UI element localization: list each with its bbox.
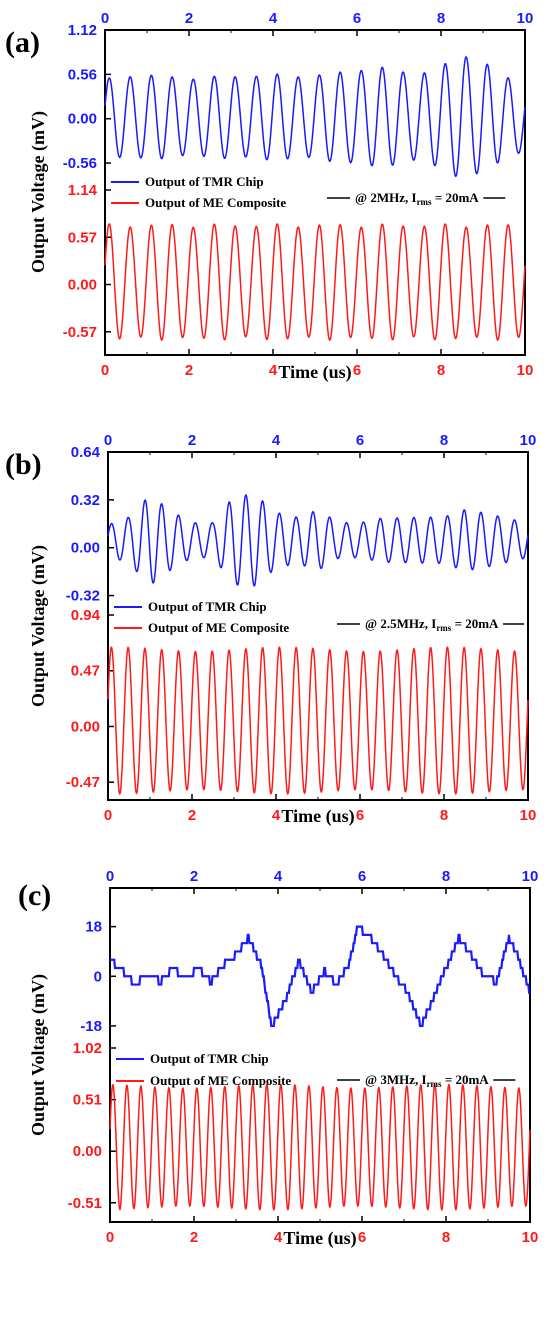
x-tick-label-bottom: 4 (274, 1229, 283, 1246)
x-axis-title: Time (us) (278, 362, 351, 383)
x-tick-label-bottom: 8 (442, 1229, 450, 1246)
y-tick-label: 0.00 (68, 277, 97, 294)
x-tick-label-top: 8 (442, 868, 450, 885)
y-tick-label: 18 (85, 919, 102, 936)
legend-entry: Output of TMR Chip (148, 599, 267, 614)
x-tick-label-top: 4 (272, 432, 281, 449)
frequency-note: @ 2MHz, Irms = 20mA (355, 190, 479, 207)
x-tick-label-bottom: 6 (356, 807, 364, 824)
x-tick-label-top: 10 (520, 432, 537, 449)
y-tick-label: 0.47 (71, 663, 100, 680)
y-axis-title: Output Voltage (mV) (28, 545, 49, 707)
y-tick-label: 0.56 (68, 66, 97, 83)
y-tick-label: -0.57 (63, 324, 97, 341)
y-tick-label: 0.64 (71, 444, 101, 461)
series-line-me (109, 1083, 531, 1212)
y-tick-label: 0.00 (71, 540, 100, 557)
x-tick-label-top: 6 (353, 10, 361, 27)
series-line-tmr (104, 56, 526, 178)
x-tick-label-bottom: 4 (272, 807, 281, 824)
x-tick-label-top: 2 (190, 868, 198, 885)
legend-entry: Output of ME Composite (145, 195, 286, 210)
y-tick-label: -0.51 (68, 1195, 102, 1212)
x-tick-label-bottom: 6 (358, 1229, 366, 1246)
panel-label: (b) (5, 448, 42, 481)
x-tick-label-bottom: 0 (106, 1229, 114, 1246)
x-tick-label-bottom: 10 (520, 807, 537, 824)
x-tick-label-bottom: 2 (185, 362, 193, 379)
x-tick-label-top: 8 (440, 432, 448, 449)
series-line-tmr (107, 494, 529, 587)
frequency-note: @ 2.5MHz, Irms = 20mA (365, 616, 499, 633)
x-tick-label-top: 2 (185, 10, 193, 27)
y-axis-title: Output Voltage (mV) (28, 974, 49, 1136)
series-line-tmr (110, 925, 531, 1028)
x-tick-label-top: 0 (101, 10, 109, 27)
x-tick-label-top: 4 (274, 868, 283, 885)
panel-label: (a) (5, 26, 40, 59)
x-tick-label-bottom: 10 (522, 1229, 539, 1246)
series-line-me (107, 646, 529, 795)
x-tick-label-bottom: 6 (353, 362, 361, 379)
x-tick-label-top: 4 (269, 10, 278, 27)
y-tick-label: 0.32 (71, 492, 100, 509)
y-tick-label: 0.00 (73, 1143, 102, 1160)
y-axis-title: Output Voltage (mV) (28, 111, 49, 273)
legend-entry: Output of TMR Chip (150, 1051, 269, 1066)
x-tick-label-bottom: 4 (269, 362, 278, 379)
x-tick-label-bottom: 0 (104, 807, 112, 824)
x-tick-label-top: 6 (358, 868, 366, 885)
y-tick-label: 0 (94, 968, 102, 985)
x-tick-label-bottom: 2 (188, 807, 196, 824)
y-tick-label: 0.94 (71, 607, 101, 624)
x-tick-label-top: 0 (106, 868, 114, 885)
y-tick-label: 0.00 (71, 718, 100, 735)
series-line-me (104, 223, 526, 342)
chart-panel-1: (a) 0 0 2 2 4 4 6 6 8 8 10 10 Time (us) Output Voltage… (5, 10, 533, 383)
y-tick-label: -0.47 (66, 774, 100, 791)
x-tick-label-bottom: 8 (440, 807, 448, 824)
x-tick-label-bottom: 10 (517, 362, 534, 379)
x-tick-label-bottom: 8 (437, 362, 445, 379)
x-tick-label-top: 8 (437, 10, 445, 27)
y-tick-label: 1.14 (68, 182, 98, 199)
legend-entry: Output of TMR Chip (145, 174, 264, 189)
panel-label: (c) (18, 879, 51, 912)
x-axis-title: Time (us) (281, 806, 354, 827)
y-tick-label: -0.32 (66, 588, 100, 605)
frequency-note: @ 3MHz, Irms = 20mA (365, 1072, 489, 1089)
x-axis-title: Time (us) (283, 1228, 356, 1249)
x-tick-label-bottom: 2 (190, 1229, 198, 1246)
x-tick-label-top: 10 (522, 868, 539, 885)
y-tick-label: -0.56 (63, 155, 97, 172)
y-tick-label: 1.02 (73, 1040, 102, 1057)
x-tick-label-top: 10 (517, 10, 534, 27)
legend-entry: Output of ME Composite (150, 1073, 291, 1088)
chart-panel-2: (b) 0 0 2 2 4 4 6 6 8 8 10 10 Time (us) Output Voltage… (5, 432, 536, 827)
x-tick-label-top: 0 (104, 432, 112, 449)
chart-panel-3: (c) 0 0 2 2 4 4 6 6 8 8 10 10 Time (us) Output Voltage… (18, 868, 538, 1249)
y-tick-label: 0.57 (68, 229, 97, 246)
y-tick-label: 0.51 (73, 1092, 102, 1109)
y-tick-label: 1.12 (68, 22, 97, 39)
x-tick-label-top: 2 (188, 432, 196, 449)
x-tick-label-top: 6 (356, 432, 364, 449)
y-tick-label: -18 (80, 1018, 102, 1035)
y-tick-label: 0.00 (68, 111, 97, 128)
legend-entry: Output of ME Composite (148, 620, 289, 635)
x-tick-label-bottom: 0 (101, 362, 109, 379)
